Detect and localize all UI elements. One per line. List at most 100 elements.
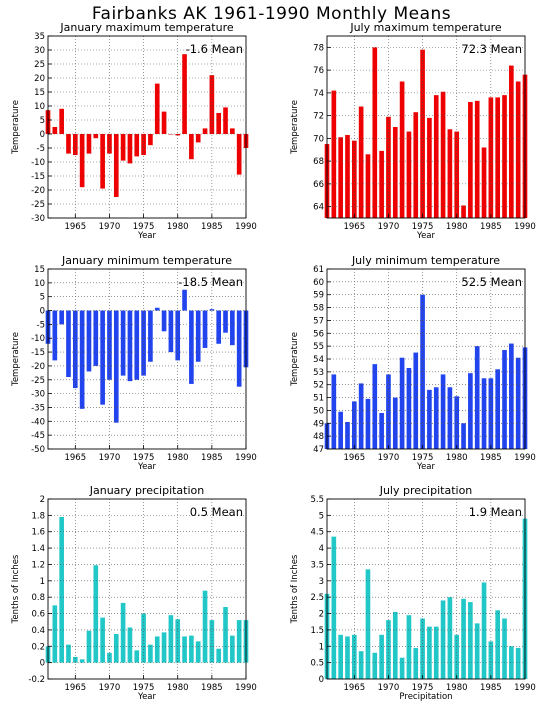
mean-annotation: -1.6 Mean: [186, 42, 243, 56]
bar: [79, 310, 85, 409]
tick-label-y: -50: [31, 445, 45, 455]
tick-label-x: 1990: [514, 453, 536, 463]
bar: [59, 108, 64, 134]
bar: [72, 310, 78, 389]
bar: [66, 310, 71, 377]
bar: [399, 657, 405, 679]
bar: [236, 134, 242, 175]
tick-label-y: 0: [319, 675, 324, 685]
bar: [454, 634, 460, 679]
tick-label-x: 1985: [201, 683, 223, 693]
bar: [182, 289, 187, 311]
tick-label-y: 58: [313, 304, 324, 314]
tick-label-y: 25: [34, 60, 45, 70]
tick-label-y: 0.4: [31, 626, 45, 636]
tick-label-y: 0.8: [31, 593, 45, 603]
tick-label-y: 35: [34, 32, 45, 42]
tick-label-y: 0: [40, 307, 45, 317]
bar: [107, 310, 112, 380]
tick-label-y: 0.6: [31, 610, 45, 620]
bar: [488, 641, 494, 679]
tick-label-y: 3.5: [310, 560, 324, 570]
y-axis-label: Temperature: [11, 332, 21, 387]
bar: [427, 389, 432, 449]
bar: [509, 343, 514, 449]
tick-label-y: 72: [313, 112, 324, 122]
plot-frame: [326, 268, 526, 450]
tick-label-y: 15: [34, 88, 45, 98]
bar: [379, 634, 384, 679]
tick-label-y: -15: [31, 172, 45, 182]
chart-panel-5: January precipitation -0.2 0 0.2 0.4 0.6 0.8 1 1…: [11, 484, 257, 702]
bar: [79, 134, 85, 188]
bar: [141, 310, 146, 376]
tick-label-y: 74: [313, 89, 324, 99]
tick-label-x: 1985: [480, 453, 502, 463]
tick-label-y: 2.5: [310, 593, 324, 603]
bar: [358, 651, 364, 679]
bar: [161, 111, 167, 134]
bar: [413, 112, 419, 218]
bar: [386, 374, 391, 449]
tick-label-y: -30: [31, 390, 45, 400]
tick-label-x: 1975: [412, 222, 434, 232]
bar: [440, 91, 446, 218]
bar: [379, 150, 384, 218]
tick-label-x: 1975: [412, 683, 434, 693]
bar: [433, 95, 439, 218]
tick-label-x: 1970: [378, 222, 400, 232]
tick-label-x: 1965: [64, 453, 86, 463]
tick-label-y: 60: [313, 278, 324, 288]
bar: [351, 634, 357, 679]
tick-label-y: 10: [34, 279, 45, 289]
bar: [134, 650, 140, 663]
bar: [331, 536, 337, 679]
mean-annotation: -18.5 Mean: [178, 275, 243, 289]
bar: [461, 423, 466, 449]
bar: [433, 626, 439, 679]
tick-label-x: 1980: [446, 222, 468, 232]
bar: [195, 641, 201, 663]
bar: [392, 611, 398, 679]
tick-label-y: -30: [31, 214, 45, 224]
bar: [440, 374, 446, 449]
chart-panel-3: January minimum temperature-50-45-40-35-…: [11, 254, 257, 472]
plot-frame: [326, 498, 526, 680]
tick-label-y: -0.2: [28, 675, 45, 685]
y-axis-label: Tenths of Inches: [11, 554, 21, 624]
bar: [372, 47, 378, 218]
bar: [154, 636, 160, 663]
bar: [392, 127, 398, 218]
tick-label-y: 1.2: [31, 560, 45, 570]
bar: [515, 81, 521, 218]
bar: [223, 607, 228, 663]
bar: [392, 397, 398, 449]
bar: [488, 97, 494, 218]
tick-label-y: 4: [319, 544, 324, 554]
bar: [189, 134, 194, 160]
bar: [420, 618, 425, 679]
bar: [331, 90, 337, 218]
bar: [134, 134, 140, 157]
tick-label-y: 64: [313, 203, 324, 213]
bar: [351, 140, 357, 218]
bar: [372, 652, 378, 679]
tick-label-x: 1990: [514, 683, 536, 693]
tick-label-y: -10: [31, 334, 45, 344]
tick-label-x: 1985: [201, 453, 223, 463]
tick-label-y: -5: [37, 144, 45, 154]
x-axis-label: Year: [416, 231, 436, 241]
chart-panel-2: July maximum temperature 64 66 68 70 72 74 76 78…: [290, 21, 536, 241]
mean-annotation: 72.3 Mean: [461, 42, 522, 56]
tick-label-y: 3: [319, 577, 324, 587]
y-axis-label: Tenths of Inches: [290, 554, 300, 624]
bar: [223, 107, 228, 134]
bar: [216, 113, 222, 134]
tick-label-y: 59: [313, 291, 324, 301]
bar: [502, 350, 507, 449]
bar: [209, 309, 215, 311]
chart-panel-4: July minimum temperature 47 48 49 50 51 52 53 54…: [290, 254, 536, 472]
chart-title: January maximum temperature: [59, 21, 233, 34]
chart-panel-6: July precipitation 0 0.5 1 1.5 2 2.5 3 3.5 4 4.5 5 5…: [290, 484, 536, 702]
bar: [427, 626, 432, 679]
